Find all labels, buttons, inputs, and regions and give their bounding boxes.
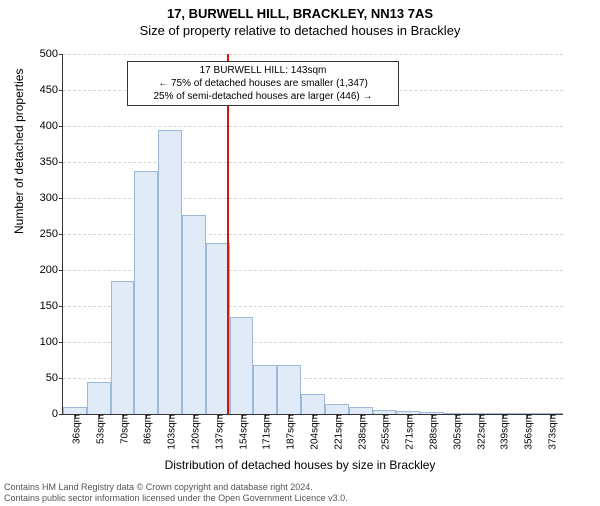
ytick-label: 200 xyxy=(40,264,63,276)
xtick-label: 288sqm xyxy=(425,414,440,450)
ytick-label: 250 xyxy=(40,228,63,240)
xtick-label: 373sqm xyxy=(544,414,559,450)
info-line-2: ← 75% of detached houses are smaller (1,… xyxy=(132,77,394,90)
histogram-bar xyxy=(230,317,254,414)
histogram-bar xyxy=(253,365,277,414)
ytick-label: 150 xyxy=(40,300,63,312)
histogram-chart: 17 BURWELL HILL: 143sqm ← 75% of detache… xyxy=(62,54,563,415)
ytick-label: 350 xyxy=(40,156,63,168)
xtick-label: 339sqm xyxy=(496,414,511,450)
x-axis-title: Distribution of detached houses by size … xyxy=(0,458,600,472)
xtick-label: 221sqm xyxy=(329,414,344,450)
info-box: 17 BURWELL HILL: 143sqm ← 75% of detache… xyxy=(127,61,399,106)
page-title: 17, BURWELL HILL, BRACKLEY, NN13 7AS xyxy=(0,6,600,21)
histogram-bar xyxy=(63,407,87,414)
xtick-label: 120sqm xyxy=(186,414,201,450)
xtick-label: 356sqm xyxy=(520,414,535,450)
ytick-label: 100 xyxy=(40,336,63,348)
histogram-bar xyxy=(111,281,135,414)
gridline xyxy=(63,54,563,55)
xtick-label: 137sqm xyxy=(210,414,225,450)
histogram-bar xyxy=(182,215,206,414)
ytick-label: 400 xyxy=(40,120,63,132)
histogram-bar xyxy=(301,394,325,414)
xtick-label: 322sqm xyxy=(472,414,487,450)
footer-line-1: Contains HM Land Registry data © Crown c… xyxy=(4,482,348,493)
xtick-label: 271sqm xyxy=(401,414,416,450)
ytick-label: 50 xyxy=(46,372,63,384)
xtick-label: 305sqm xyxy=(448,414,463,450)
ytick-label: 300 xyxy=(40,192,63,204)
xtick-label: 53sqm xyxy=(91,414,106,444)
histogram-bar xyxy=(325,404,349,414)
xtick-label: 36sqm xyxy=(67,414,82,444)
footer-line-2: Contains public sector information licen… xyxy=(4,493,348,504)
xtick-label: 171sqm xyxy=(258,414,273,450)
marker-line xyxy=(227,54,229,414)
xtick-label: 103sqm xyxy=(163,414,178,450)
histogram-bar xyxy=(158,130,182,414)
histogram-bar xyxy=(87,382,111,414)
histogram-bar xyxy=(134,171,158,414)
xtick-label: 154sqm xyxy=(234,414,249,450)
xtick-label: 187sqm xyxy=(282,414,297,450)
footer-attribution: Contains HM Land Registry data © Crown c… xyxy=(4,482,348,504)
ytick-label: 0 xyxy=(52,408,63,420)
page-subtitle: Size of property relative to detached ho… xyxy=(0,23,600,38)
info-line-1: 17 BURWELL HILL: 143sqm xyxy=(132,64,394,77)
xtick-label: 86sqm xyxy=(139,414,154,444)
histogram-bar xyxy=(349,407,373,414)
info-line-3: 25% of semi-detached houses are larger (… xyxy=(132,90,394,103)
xtick-label: 204sqm xyxy=(306,414,321,450)
histogram-bar xyxy=(277,365,301,414)
gridline xyxy=(63,162,563,163)
ytick-label: 450 xyxy=(40,84,63,96)
xtick-label: 238sqm xyxy=(353,414,368,450)
xtick-label: 70sqm xyxy=(115,414,130,444)
gridline xyxy=(63,126,563,127)
ytick-label: 500 xyxy=(40,48,63,60)
xtick-label: 255sqm xyxy=(377,414,392,450)
y-axis-title: Number of detached properties xyxy=(12,69,26,234)
